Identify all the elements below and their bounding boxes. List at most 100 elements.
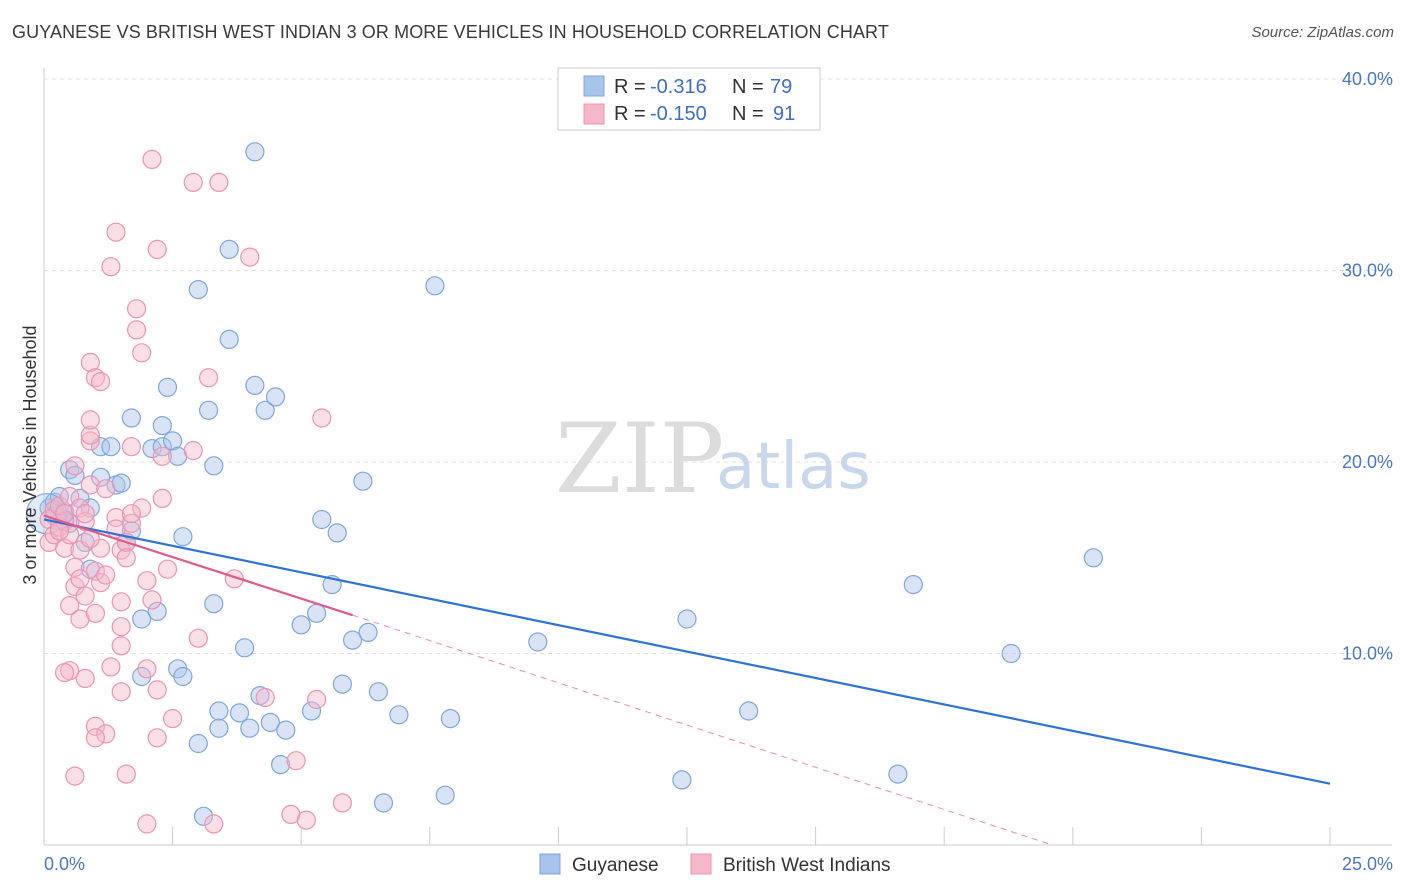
guyanese-point-46: [240, 718, 260, 738]
guyanese-point-27: [152, 416, 172, 436]
bwi-point-62: [147, 728, 167, 748]
bwi-point-78: [296, 810, 316, 830]
guyanese-point-44: [229, 703, 250, 723]
y-tick-label-3: 40.0%: [1342, 69, 1393, 89]
bwi-point-16: [65, 766, 85, 786]
guyanese-point-66: [373, 793, 394, 813]
bwi-point-48: [116, 548, 136, 568]
bwi-point-36: [96, 565, 116, 585]
guyanese-point-45: [235, 638, 255, 658]
guyanese-point-55: [291, 615, 311, 635]
guyanese-point-21: [121, 408, 141, 428]
guyanese-point-16: [101, 437, 121, 457]
bwi-trend-extension: [352, 614, 1053, 846]
bwi-point-79: [307, 689, 327, 710]
guyanese-point-51: [260, 712, 280, 733]
guyanese-point-38: [204, 456, 224, 476]
y-tick-labels: 10.0% 20.0% 30.0% 40.0%: [1342, 69, 1393, 664]
chart-title: GUYANESE VS BRITISH WEST INDIAN 3 OR MOR…: [12, 22, 889, 42]
watermark-zip: ZIP: [555, 403, 724, 515]
guyanese-point-58: [312, 509, 332, 530]
guyanese-point-60: [327, 523, 347, 543]
bwi-point-49: [116, 764, 136, 784]
guyanese-point-54: [276, 720, 296, 740]
legend-n-label-1: N =: [732, 76, 764, 98]
guyanese-point-63: [353, 471, 373, 491]
bwi-point-71: [204, 814, 224, 834]
guyanese-point-62: [343, 630, 363, 650]
guyanese-point-25: [147, 601, 167, 622]
bwi-point-21: [75, 668, 95, 689]
bwi-point-87: [85, 728, 106, 748]
bottom-legend-bwi: British West Indians: [723, 855, 891, 876]
y-tick-label-1: 20.0%: [1342, 452, 1393, 472]
guyanese-point-78: [1083, 548, 1104, 568]
guyanese-point-48: [245, 142, 265, 162]
watermark: ZIP atlas: [555, 403, 871, 515]
bwi-point-10: [60, 595, 80, 616]
bwi-point-57: [137, 814, 157, 834]
guyanese-point-22: [132, 609, 152, 629]
bottom-legend-guyanese: Guyanese: [572, 855, 659, 876]
y-tick-label-2: 30.0%: [1342, 261, 1393, 281]
bwi-point-85: [111, 617, 131, 637]
bwi-point-25: [80, 431, 100, 451]
guyanese-point-53: [271, 754, 291, 775]
guyanese-point-73: [677, 609, 697, 629]
bwi-point-83: [70, 569, 90, 589]
bwi-point-80: [312, 408, 332, 428]
guyanese-point-70: [440, 708, 460, 729]
x-tick-label-min: 0.0%: [44, 854, 85, 874]
guyanese-point-32: [173, 666, 193, 687]
bwi-point-65: [157, 559, 178, 579]
guyanese-point-35: [188, 733, 208, 754]
bwi-point-68: [183, 440, 203, 461]
bwi-point-88: [121, 504, 141, 524]
guyanese-trend-line: [43, 518, 1331, 785]
bwi-point-74: [240, 247, 260, 267]
legend-box: R = -0.316 N = 79 R = -0.150 N = 91: [557, 67, 821, 131]
x-tick-labels: 0.0% 25.0%: [44, 854, 1393, 874]
bwi-point-37: [96, 724, 116, 744]
bwi-point-28: [80, 410, 100, 430]
bwi-point-66: [163, 708, 183, 729]
bwi-point-23: [75, 504, 95, 524]
bwi-point-60: [147, 239, 167, 259]
legend-r-label-2: R =: [614, 103, 646, 125]
watermark-atlas: atlas: [716, 430, 871, 504]
bwi-point-67: [183, 172, 203, 192]
bwi-point-35: [96, 479, 116, 499]
bwi-point-84: [90, 538, 111, 558]
guyanese-point-43: [219, 239, 239, 259]
guyanese-point-42: [219, 329, 239, 349]
bwi-point-81: [332, 793, 352, 813]
bwi-point-77: [286, 751, 306, 771]
legend-swatch-guyanese: [583, 75, 605, 97]
bwi-point-31: [85, 603, 106, 623]
bwi-point-32: [85, 716, 106, 736]
guyanese-point-65: [368, 682, 388, 702]
bwi-point-13: [65, 557, 85, 577]
guyanese-point-34: [188, 280, 208, 300]
guyanese-point-50: [255, 400, 275, 420]
guyanese-point-9: [65, 465, 85, 485]
guyanese-point-72: [672, 770, 692, 790]
guyanese-point-77: [1001, 643, 1021, 664]
bwi-point-75: [255, 687, 275, 708]
bwi-point-40: [106, 222, 126, 242]
bottom-legend-swatch-bwi: [690, 853, 712, 875]
legend-r-label-1: R =: [614, 76, 646, 98]
guyanese-point-69: [435, 785, 455, 805]
bwi-point-70: [199, 368, 219, 388]
guyanese-point-28: [157, 377, 178, 397]
guyanese-point-64: [358, 622, 378, 643]
bottom-legend: Guyanese British West Indians: [539, 853, 891, 876]
bwi-point-20: [75, 586, 95, 606]
bwi-point-53: [127, 299, 147, 319]
legend-r-value-1: -0.316: [650, 76, 707, 98]
source-label: Source: ZipAtlas.com: [1251, 24, 1394, 41]
trend-lines: [43, 514, 1331, 846]
bwi-point-46: [111, 682, 131, 702]
bwi-point-27: [80, 352, 100, 372]
